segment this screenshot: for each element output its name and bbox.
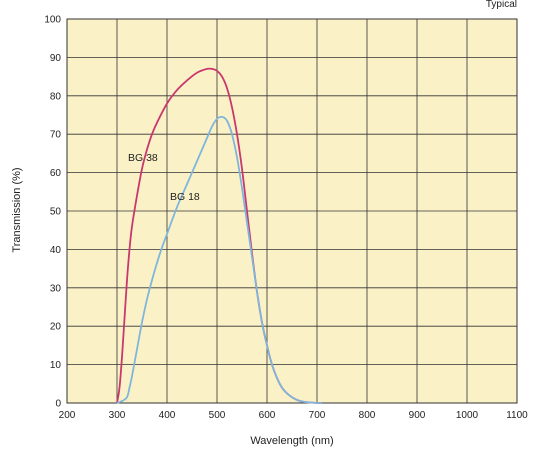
chart-note-group: Typical: [486, 0, 517, 10]
y-tick-label: 20: [50, 322, 62, 333]
y-tick-label: 0: [55, 399, 61, 410]
x-tick-label: 1000: [456, 410, 479, 421]
y-tick-label: 70: [50, 130, 62, 141]
y-tick-labels: 0 10 20 30 40 50 60 70 80 90 100: [44, 15, 61, 410]
y-tick-label: 100: [44, 15, 61, 26]
series-line-bg18: [116, 115, 323, 404]
x-tick-label: 600: [259, 410, 276, 421]
x-tick-label: 900: [409, 410, 426, 421]
x-tick-label: 1100: [506, 410, 528, 421]
y-tick-label: 50: [50, 207, 62, 218]
y-tick-label: 90: [50, 53, 62, 64]
chart-note: Typical: [486, 0, 517, 10]
x-tick-label: 800: [359, 410, 376, 421]
y-tick-label: 30: [50, 283, 62, 294]
y-tick-label: 40: [50, 245, 62, 256]
gridlines: [66, 18, 518, 404]
y-tick-label: 60: [50, 168, 62, 179]
y-tick-label: 10: [50, 360, 62, 371]
x-axis-title: Wavelength (nm): [250, 435, 333, 447]
y-tick-label: 80: [50, 91, 62, 102]
series-label-bg18: BG 18: [170, 191, 200, 203]
series-lines: [116, 67, 323, 404]
series-label-bg38: BG 38: [128, 152, 158, 164]
y-axis-title: Transmission (%): [11, 167, 23, 252]
x-tick-label: 200: [59, 410, 76, 421]
x-tick-label: 700: [309, 410, 326, 421]
x-tick-label: 300: [109, 410, 126, 421]
x-tick-label: 400: [159, 410, 176, 421]
x-tick-labels: 200 300 400 500 600 700 800 900 1000 1100: [59, 410, 529, 421]
series-labels: BG 38 BG 18: [128, 152, 200, 203]
x-tick-label: 500: [209, 410, 226, 421]
